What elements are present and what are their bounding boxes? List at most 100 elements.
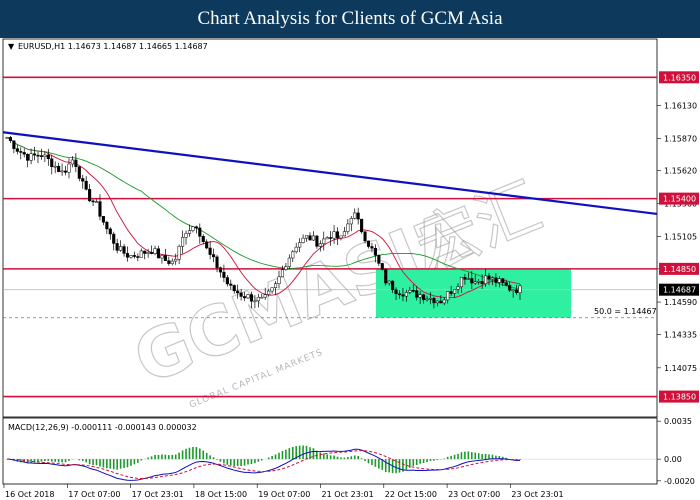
candle: [391, 280, 395, 291]
candle: [442, 299, 446, 304]
main-panel-frame: [2, 38, 658, 418]
candle: [187, 230, 192, 234]
candle: [181, 237, 185, 247]
candle: [387, 280, 391, 284]
candle: [349, 218, 353, 225]
candle: [428, 297, 433, 300]
candle: [408, 290, 412, 293]
candle: [346, 223, 350, 232]
candle: [215, 256, 219, 268]
candle: [366, 240, 371, 247]
time-tick-label: 21 Oct 23:01: [322, 490, 374, 499]
level-price-badge: [659, 71, 699, 84]
candle: [246, 294, 250, 299]
candle: [473, 281, 477, 284]
candle: [294, 246, 298, 253]
chart-title: Chart Analysis for Clients of GCM Asia: [197, 8, 503, 29]
current-price-label: 1.14687: [663, 286, 696, 295]
candle: [57, 165, 61, 172]
candle: [470, 278, 474, 284]
candle: [480, 281, 484, 284]
candle: [253, 300, 257, 303]
time-tick-label: 17 Oct 07:00: [68, 490, 120, 499]
candle: [377, 254, 381, 264]
candle: [373, 248, 377, 256]
time-tick-label: 23 Oct 07:00: [448, 490, 500, 499]
price-tick-label: 1.15870: [664, 135, 697, 144]
candle: [39, 155, 43, 157]
candle: [425, 298, 429, 301]
candle: [67, 163, 71, 173]
candle: [12, 140, 16, 149]
chart-title-bar: Chart Analysis for Clients of GCM Asia: [0, 0, 700, 38]
level-price-badge: [659, 192, 699, 205]
candle: [63, 170, 68, 173]
candle: [411, 290, 415, 292]
candle: [198, 227, 202, 237]
candle: [466, 278, 470, 280]
candle: [170, 260, 174, 264]
price-tick-label: 1.14335: [664, 331, 697, 340]
candle: [53, 165, 57, 168]
candle: [22, 152, 26, 155]
candle: [422, 294, 426, 301]
candle: [205, 241, 209, 249]
slow-moving-average: [6, 136, 521, 290]
candle: [401, 294, 405, 297]
time-tick-label: 19 Oct 07:00: [258, 490, 310, 499]
candle: [167, 260, 171, 264]
candle: [115, 243, 119, 251]
candle: [218, 267, 223, 273]
candle: [108, 228, 112, 235]
candle: [301, 237, 305, 243]
candle: [274, 283, 278, 288]
price-tick-label: 1.15620: [664, 167, 697, 176]
candle: [384, 269, 388, 284]
fib-label: 50.0 = 1.14467: [594, 307, 657, 316]
candle: [432, 297, 436, 304]
candle: [332, 231, 336, 239]
candle: [315, 235, 319, 247]
candle: [32, 153, 37, 156]
candle: [497, 278, 501, 283]
candle: [150, 252, 154, 254]
candle: [515, 289, 519, 293]
candle: [29, 153, 33, 161]
time-tick-label: 18 Oct 15:00: [195, 490, 247, 499]
candle: [287, 257, 291, 267]
candle: [70, 159, 74, 165]
candle: [263, 294, 267, 298]
candle: [508, 285, 512, 291]
candle: [129, 255, 133, 258]
candle: [194, 226, 198, 229]
time-tick-label: 22 Oct 15:00: [385, 490, 437, 499]
candle: [322, 238, 326, 244]
candle: [156, 248, 161, 259]
candle: [415, 290, 419, 298]
candle: [459, 277, 464, 288]
time-tick-label: 23 Oct 23:01: [511, 490, 563, 499]
price-chart: GCMASIA 宏汇 GLOBAL CAPITAL MARKETS ▼ EURU…: [2, 38, 699, 499]
candle: [270, 287, 274, 292]
level-price-label: 1.15400: [663, 195, 696, 204]
candle: [394, 289, 398, 294]
candle: [26, 153, 30, 161]
dropdown-icon[interactable]: ▼: [8, 42, 15, 51]
candle: [311, 235, 315, 241]
consolidation-zone: [376, 268, 571, 318]
candle: [125, 253, 130, 258]
candle: [256, 296, 260, 302]
candle: [439, 300, 443, 304]
candle: [50, 158, 54, 168]
candle: [456, 286, 460, 290]
candle: [146, 252, 150, 254]
candle: [477, 281, 481, 283]
candle: [163, 255, 167, 261]
candles: [5, 135, 522, 309]
candle: [490, 277, 495, 280]
price-axis: 1.161301.158701.156201.153601.151051.148…: [657, 101, 697, 373]
candle: [501, 278, 505, 283]
candle: [160, 255, 164, 259]
descending-trendline: [2, 131, 658, 216]
candle: [504, 282, 508, 286]
